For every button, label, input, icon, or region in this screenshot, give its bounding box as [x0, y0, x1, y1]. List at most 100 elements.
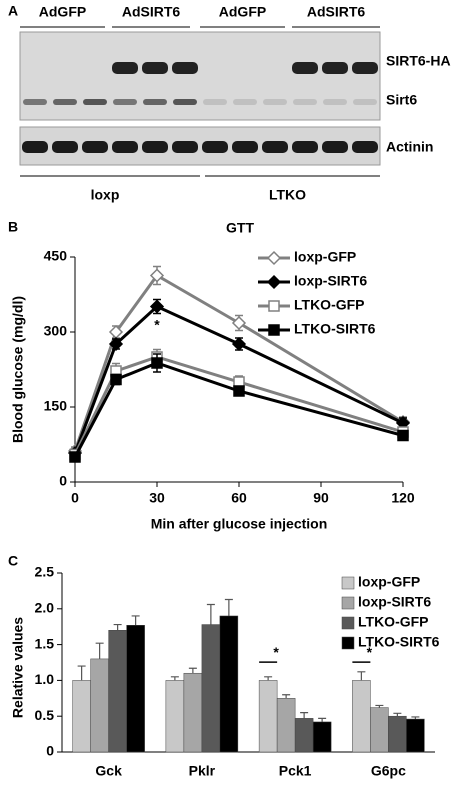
- band: [233, 99, 257, 105]
- error-bar: [77, 665, 86, 681]
- band: [323, 99, 347, 105]
- marker: [149, 268, 165, 283]
- legend-marker: [268, 324, 280, 336]
- error-bar: [206, 603, 215, 625]
- marker: [397, 429, 409, 442]
- error-bar: [95, 642, 104, 659]
- lane-group-label: AdGFP: [219, 4, 266, 20]
- panel-label: C: [8, 553, 18, 569]
- x-tick-label: 90: [313, 490, 329, 506]
- bar: [370, 707, 389, 753]
- legend-marker: [266, 274, 282, 290]
- band: [112, 62, 138, 74]
- legend-label: LTKO-GFP: [358, 614, 429, 630]
- marker: [231, 336, 247, 352]
- marker: [233, 385, 245, 397]
- x-tick-label: 60: [231, 490, 247, 506]
- bar: [201, 624, 221, 753]
- band: [322, 141, 348, 153]
- band: [83, 99, 107, 105]
- legend-label: loxp-GFP: [294, 249, 356, 265]
- legend-label: loxp-SIRT6: [294, 273, 367, 289]
- band: [82, 141, 108, 153]
- band: [113, 99, 137, 105]
- genotype-label: loxp: [91, 187, 120, 203]
- bar: [388, 715, 407, 753]
- marker: [231, 315, 247, 331]
- x-tick-label: 0: [71, 490, 79, 506]
- band: [352, 62, 378, 74]
- error-bar: [318, 717, 327, 722]
- lane-group-label: AdGFP: [39, 4, 86, 20]
- bar: [294, 718, 314, 753]
- bar: [352, 680, 371, 753]
- line: [73, 355, 404, 456]
- y-tick-label: 2.0: [35, 600, 55, 616]
- error-bar: [170, 676, 179, 681]
- bar: [258, 680, 278, 753]
- band: [172, 141, 198, 153]
- error-bar: [224, 598, 233, 616]
- y-tick-label: 300: [44, 323, 68, 339]
- band: [23, 99, 47, 105]
- blot-membrane: [19, 31, 381, 121]
- error-bar: [188, 667, 197, 674]
- marker: [151, 357, 163, 369]
- band: [112, 141, 138, 153]
- band: [142, 62, 168, 74]
- bar: [72, 680, 91, 753]
- legend-swatch: [341, 636, 355, 650]
- band: [172, 62, 198, 74]
- y-tick-label: 0: [46, 743, 54, 759]
- legend-marker: [266, 250, 282, 266]
- bar: [165, 680, 185, 753]
- y-tick-label: 450: [44, 248, 68, 264]
- x-tick-label: Gck: [95, 763, 122, 779]
- x-tick-label: 120: [391, 490, 415, 506]
- band: [22, 141, 48, 153]
- error-bar: [300, 712, 309, 719]
- error-bar: [282, 694, 291, 699]
- panel-label: A: [8, 3, 18, 19]
- x-tick-label: Pklr: [189, 763, 216, 779]
- legend-swatch: [341, 576, 355, 590]
- band: [322, 62, 348, 74]
- y-tick-label: 1.5: [35, 635, 55, 651]
- band: [52, 141, 78, 153]
- legend-label: loxp-GFP: [358, 574, 420, 590]
- legend-label: LTKO-SIRT6: [358, 634, 440, 650]
- bar: [126, 625, 145, 753]
- band-label: Sirt6: [386, 92, 417, 108]
- band: [263, 99, 287, 105]
- y-axis-label: Blood glucose (mg/dl): [10, 296, 26, 443]
- blot-membrane: [19, 126, 381, 166]
- band: [202, 141, 228, 153]
- bar: [183, 672, 203, 753]
- lane-group-label: AdSIRT6: [122, 4, 181, 20]
- band: [352, 141, 378, 153]
- error-bar: [375, 704, 384, 708]
- y-tick-label: 0.5: [35, 707, 55, 723]
- error-bar: [393, 712, 402, 717]
- legend-label: loxp-SIRT6: [358, 594, 431, 610]
- legend-label: LTKO-GFP: [294, 297, 365, 313]
- chart-title: GTT: [226, 220, 254, 236]
- annotation: *: [273, 644, 279, 660]
- bar: [276, 698, 296, 753]
- band: [173, 99, 197, 105]
- error-bar: [131, 615, 140, 626]
- error-bar: [113, 623, 122, 631]
- marker: [149, 299, 165, 314]
- bar: [312, 721, 332, 753]
- bar: [108, 630, 127, 753]
- band: [292, 141, 318, 153]
- band: [53, 99, 77, 105]
- band: [293, 99, 317, 105]
- y-tick-label: 2.5: [35, 564, 55, 580]
- band-label: SIRT6-HA: [386, 53, 451, 69]
- band: [262, 141, 288, 153]
- x-tick-label: G6pc: [371, 763, 406, 779]
- band-label: Actinin: [386, 139, 433, 155]
